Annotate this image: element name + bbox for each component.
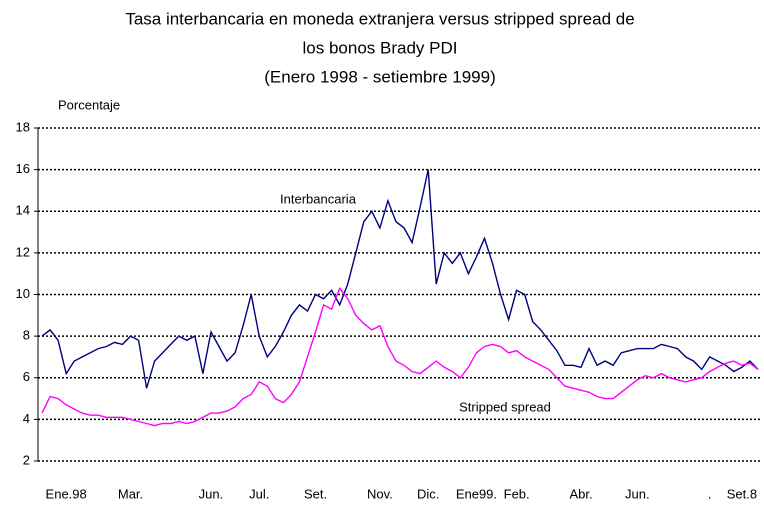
y-tick-label: 14 <box>16 203 30 218</box>
x-tick-label: Nov. <box>367 486 393 501</box>
series-label: Stripped spread <box>459 399 551 414</box>
x-tick-label: Jul. <box>249 486 269 501</box>
series-line <box>41 286 759 427</box>
x-tick-label: . <box>708 486 712 501</box>
x-tick-label: Abr. <box>569 486 592 501</box>
y-tick-label: 12 <box>16 244 30 259</box>
x-tick-label: Feb. <box>504 486 530 501</box>
y-tick-label: 2 <box>23 452 30 467</box>
series-label: Interbancaria <box>280 191 357 206</box>
x-tick-label: Jun. <box>199 486 224 501</box>
x-tick-label: Set.8 <box>727 486 757 501</box>
x-tick-label: Ene99. <box>456 486 497 501</box>
chart-title: Tasa interbancaria en moneda extranjera … <box>125 9 634 28</box>
y-tick-label: 16 <box>16 161 30 176</box>
y-axis-label: Porcentaje <box>58 97 120 112</box>
y-tick-label: 18 <box>16 119 30 134</box>
x-tick-label: Mar. <box>118 486 143 501</box>
x-tick-label: Dic. <box>417 486 439 501</box>
chart-title: (Enero 1998 - setiembre 1999) <box>264 67 496 86</box>
y-tick-label: 4 <box>23 411 30 426</box>
y-tick-label: 8 <box>23 328 30 343</box>
y-tick-label: 6 <box>23 369 30 384</box>
x-tick-label: Jun. <box>625 486 650 501</box>
series-line <box>41 169 759 389</box>
x-tick-label: Ene.98 <box>46 486 87 501</box>
y-tick-label: 10 <box>16 286 30 301</box>
x-tick-label: Set. <box>304 486 327 501</box>
chart-title: los bonos Brady PDI <box>303 38 458 57</box>
